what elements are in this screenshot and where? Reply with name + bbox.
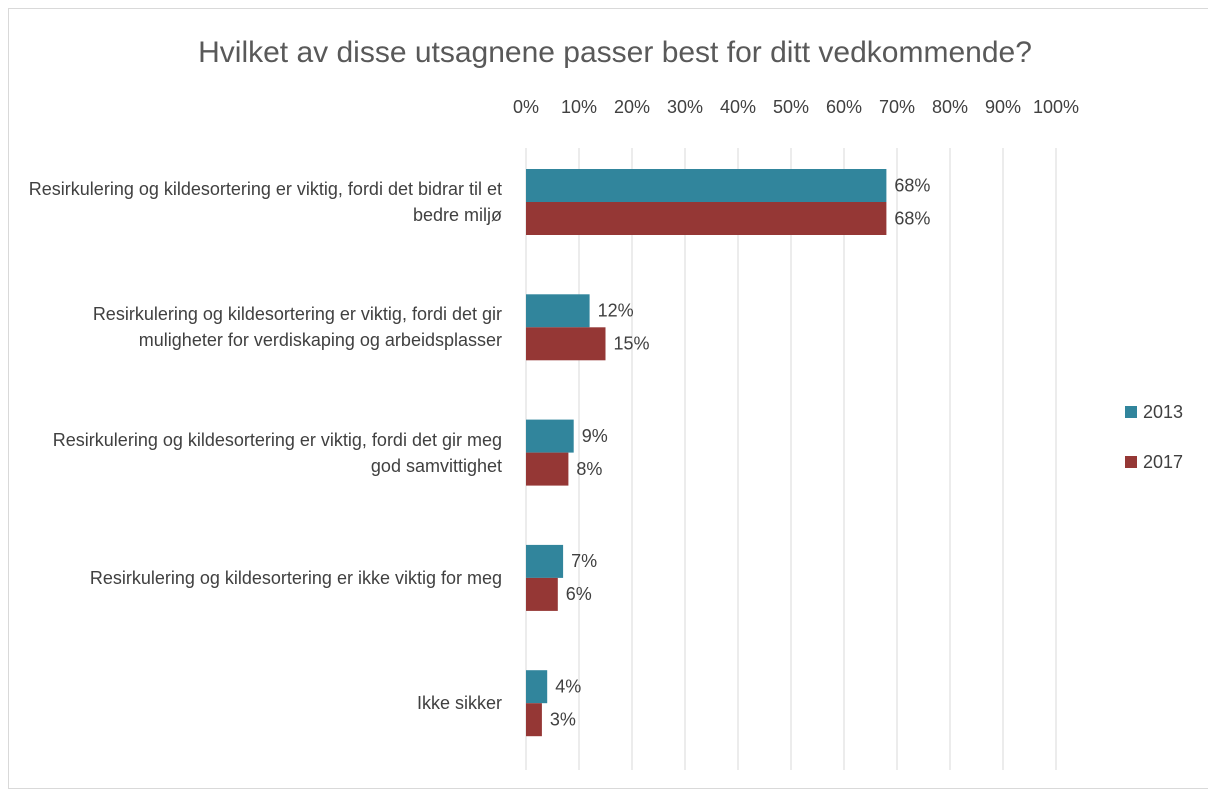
x-tick-label: 0%	[513, 97, 539, 117]
x-tick-label: 30%	[667, 97, 703, 117]
data-label: 4%	[555, 676, 581, 696]
data-label: 9%	[582, 426, 608, 446]
bar	[526, 703, 542, 737]
x-tick-label: 80%	[932, 97, 968, 117]
x-tick-label: 50%	[773, 97, 809, 117]
x-tick-label: 40%	[720, 97, 756, 117]
bar	[526, 670, 548, 704]
bar	[526, 577, 558, 611]
x-tick-label: 100%	[1033, 97, 1079, 117]
bar	[526, 544, 564, 578]
data-label: 6%	[566, 584, 592, 604]
data-label: 68%	[894, 208, 930, 228]
bar	[526, 202, 887, 235]
legend-label: 2017	[1143, 452, 1183, 472]
chart-title: Hvilket av disse utsagnene passer best f…	[198, 36, 1032, 69]
x-tick-label: 60%	[826, 97, 862, 117]
data-label: 8%	[576, 459, 602, 479]
data-label: 12%	[598, 301, 634, 321]
category-label: Resirkulering og kildesortering er vikti…	[28, 179, 502, 225]
bar	[526, 419, 574, 453]
data-label: 7%	[571, 551, 597, 571]
bar	[526, 169, 887, 202]
legend-swatch	[1125, 456, 1137, 468]
category-label: Resirkulering og kildesortering er ikke …	[89, 567, 502, 588]
legend-swatch	[1125, 406, 1137, 418]
bar	[526, 294, 590, 328]
bar	[526, 327, 606, 361]
category-label: Resirkulering og kildesortering er vikti…	[92, 304, 502, 351]
x-tick-label: 90%	[985, 97, 1021, 117]
x-tick-label: 70%	[879, 97, 915, 117]
data-label: 3%	[550, 709, 576, 729]
data-label: 15%	[614, 334, 650, 354]
x-tick-label: 20%	[614, 97, 650, 117]
category-label: Resirkulering og kildesortering er vikti…	[52, 429, 502, 476]
bar	[526, 452, 569, 486]
legend-label: 2013	[1143, 402, 1183, 422]
x-tick-label: 10%	[561, 97, 597, 117]
category-label: Ikke sikker	[416, 693, 502, 714]
data-label: 68%	[894, 175, 930, 195]
